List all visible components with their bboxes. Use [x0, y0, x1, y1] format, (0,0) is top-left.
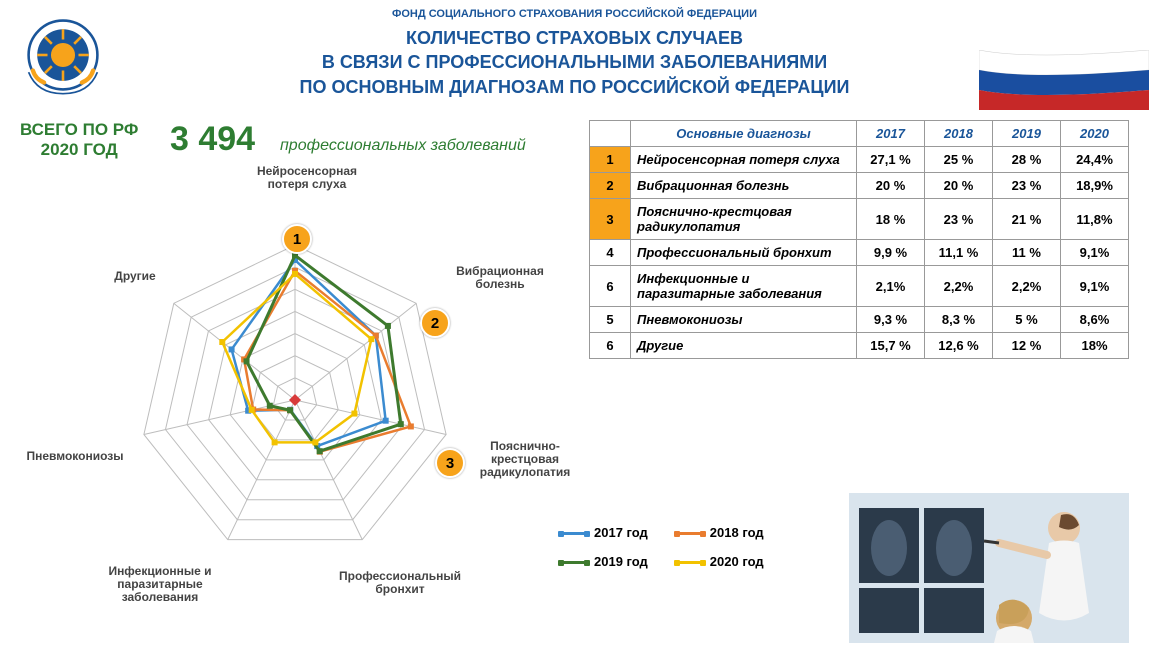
- legend-label: 2019 год: [594, 554, 648, 569]
- cell-2019: 5 %: [993, 307, 1061, 333]
- cell-name: Пневмокониозы: [631, 307, 857, 333]
- rank-badge: 1: [282, 224, 312, 254]
- legend-item: 2018 год: [676, 525, 764, 540]
- legend-label: 2018 год: [710, 525, 764, 540]
- table-row: 6Инфекционные и паразитарные заболевания…: [590, 266, 1129, 307]
- table-row: 3Пояснично-крестцовая радикулопатия18 %2…: [590, 199, 1129, 240]
- cell-2017: 9,3 %: [857, 307, 925, 333]
- radar-chart: Нейросенсорнаяпотеря слуха1Вибрационнаяб…: [20, 170, 570, 650]
- col-2019: 2019: [993, 121, 1061, 147]
- cell-2020: 18%: [1061, 333, 1129, 359]
- org-name: ФОНД СОЦИАЛЬНОГО СТРАХОВАНИЯ РОССИЙСКОЙ …: [0, 0, 1149, 20]
- col-2018: 2018: [925, 121, 993, 147]
- radar-axis-label: Инфекционные ипаразитарныезаболевания: [90, 565, 230, 605]
- summary-value: 3 494: [170, 120, 255, 159]
- table-row: 5Пневмокониозы9,3 %8,3 %5 %8,6%: [590, 307, 1129, 333]
- table-row: 2Вибрационная болезнь20 %20 %23 %18,9%: [590, 173, 1129, 199]
- cell-2017: 2,1%: [857, 266, 925, 307]
- cell-2019: 12 %: [993, 333, 1061, 359]
- cell-2017: 18 %: [857, 199, 925, 240]
- cell-2019: 11 %: [993, 240, 1061, 266]
- cell-name: Другие: [631, 333, 857, 359]
- cell-2017: 27,1 %: [857, 147, 925, 173]
- cell-2018: 2,2%: [925, 266, 993, 307]
- table-header-row: Основные диагнозы 2017 2018 2019 2020: [590, 121, 1129, 147]
- chart-legend: 2017 год 2018 год 2019 год 2020 год: [560, 525, 792, 583]
- table-row: 1Нейросенсорная потеря слуха27,1 %25 %28…: [590, 147, 1129, 173]
- cell-2020: 9,1%: [1061, 266, 1129, 307]
- table-row: 6Другие15,7 %12,6 %12 %18%: [590, 333, 1129, 359]
- cell-rank: 3: [590, 199, 631, 240]
- legend-label: 2017 год: [594, 525, 648, 540]
- cell-2019: 21 %: [993, 199, 1061, 240]
- diagnosis-table: Основные диагнозы 2017 2018 2019 2020 1Н…: [589, 120, 1129, 359]
- cell-2020: 9,1%: [1061, 240, 1129, 266]
- summary-label-2: 2020 ГОД: [41, 140, 118, 159]
- radar-axis-label: Пневмокониозы: [15, 450, 135, 463]
- col-name: Основные диагнозы: [631, 121, 857, 147]
- cell-rank: 6: [590, 333, 631, 359]
- cell-2018: 25 %: [925, 147, 993, 173]
- cell-name: Пояснично-крестцовая радикулопатия: [631, 199, 857, 240]
- cell-name: Профессиональный бронхит: [631, 240, 857, 266]
- rank-badge: 3: [435, 448, 465, 478]
- radar-axis-label: Нейросенсорнаяпотеря слуха: [247, 165, 367, 191]
- cell-2018: 8,3 %: [925, 307, 993, 333]
- cell-rank: 4: [590, 240, 631, 266]
- cell-rank: 2: [590, 173, 631, 199]
- col-rank: [590, 121, 631, 147]
- rank-badge: 2: [420, 308, 450, 338]
- header: ФОНД СОЦИАЛЬНОГО СТРАХОВАНИЯ РОССИЙСКОЙ …: [0, 0, 1149, 110]
- cell-2020: 8,6%: [1061, 307, 1129, 333]
- cell-name: Нейросенсорная потеря слуха: [631, 147, 857, 173]
- radar-axis-label: Профессиональныйбронхит: [330, 570, 470, 596]
- cell-2020: 24,4%: [1061, 147, 1129, 173]
- summary-suffix: профессиональных заболеваний: [280, 137, 526, 155]
- col-2020: 2020: [1061, 121, 1129, 147]
- cell-2018: 11,1 %: [925, 240, 993, 266]
- radar-axis-label: Вибрационнаяболезнь: [445, 265, 555, 291]
- cell-2019: 2,2%: [993, 266, 1061, 307]
- cell-rank: 1: [590, 147, 631, 173]
- cell-2017: 20 %: [857, 173, 925, 199]
- page-title: КОЛИЧЕСТВО СТРАХОВЫХ СЛУЧАЕВ В СВЯЗИ С П…: [0, 20, 1149, 99]
- cell-name: Вибрационная болезнь: [631, 173, 857, 199]
- content: ВСЕГО ПО РФ 2020 ГОД 3 494 профессиональ…: [0, 110, 1149, 653]
- legend-item: 2019 год: [560, 554, 648, 569]
- cell-2019: 23 %: [993, 173, 1061, 199]
- legend-item: 2017 год: [560, 525, 648, 540]
- col-2017: 2017: [857, 121, 925, 147]
- title-line-3: ПО ОСНОВНЫМ ДИАГНОЗАМ ПО РОССИЙСКОЙ ФЕДЕ…: [300, 77, 850, 97]
- legend-item: 2020 год: [676, 554, 764, 569]
- table-row: 4Профессиональный бронхит9,9 %11,1 %11 %…: [590, 240, 1129, 266]
- cell-2020: 18,9%: [1061, 173, 1129, 199]
- cell-name: Инфекционные и паразитарные заболевания: [631, 266, 857, 307]
- radar-axis-label: Пояснично-крестцоваярадикулопатия: [465, 440, 585, 480]
- cell-2020: 11,8%: [1061, 199, 1129, 240]
- fss-logo-icon: [20, 12, 106, 98]
- title-line-2: В СВЯЗИ С ПРОФЕССИОНАЛЬНЫМИ ЗАБОЛЕВАНИЯМ…: [322, 52, 827, 72]
- cell-2018: 23 %: [925, 199, 993, 240]
- cell-2018: 12,6 %: [925, 333, 993, 359]
- cell-2017: 15,7 %: [857, 333, 925, 359]
- cell-rank: 5: [590, 307, 631, 333]
- title-line-1: КОЛИЧЕСТВО СТРАХОВЫХ СЛУЧАЕВ: [406, 28, 743, 48]
- doctor-xray-photo-icon: [849, 493, 1129, 643]
- cell-2018: 20 %: [925, 173, 993, 199]
- cell-2019: 28 %: [993, 147, 1061, 173]
- russia-flag-icon: [979, 50, 1149, 110]
- radar-axis-label: Другие: [95, 270, 175, 283]
- summary-label: ВСЕГО ПО РФ 2020 ГОД: [20, 120, 138, 161]
- cell-2017: 9,9 %: [857, 240, 925, 266]
- legend-label: 2020 год: [710, 554, 764, 569]
- summary-label-1: ВСЕГО ПО РФ: [20, 120, 138, 139]
- cell-rank: 6: [590, 266, 631, 307]
